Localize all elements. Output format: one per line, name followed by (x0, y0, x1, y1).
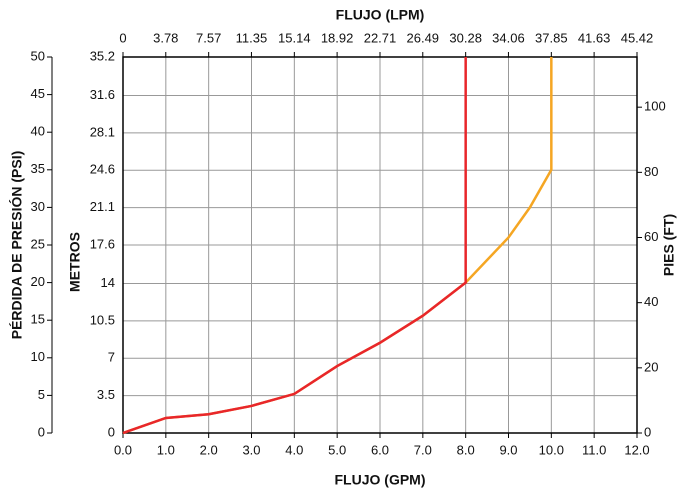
y-tick-label: 25 (31, 236, 45, 251)
y-tick-label: 30 (31, 199, 45, 214)
y3-tick-label: 3.5 (97, 387, 115, 402)
y-tick-label: 0 (38, 424, 45, 439)
x-tick-label: 11.0 (582, 442, 606, 457)
y3-axis-title: METROS (67, 232, 83, 292)
x-tick-label: 1.0 (157, 442, 175, 457)
x2-tick-label: 11.35 (236, 30, 268, 45)
y3-tick-label: 0 (108, 424, 115, 439)
y-tick-label: 45 (31, 86, 45, 101)
x2-tick-label: 3.78 (153, 30, 178, 45)
x2-tick-label: 18.92 (321, 30, 354, 45)
x-tick-label: 5.0 (328, 442, 346, 457)
y2-tick-label: 0 (644, 424, 651, 439)
x2-tick-label: 15.14 (278, 30, 311, 45)
y-tick-label: 15 (31, 312, 45, 327)
y-axis-title: PÉRDIDA DE PRESIÓN (PSI) (8, 151, 25, 340)
x-axis-title: FLUJO (GPM) (335, 472, 426, 488)
y2-tick-label: 40 (644, 294, 658, 309)
y2-tick-label: 100 (644, 99, 666, 114)
x2-tick-label: 41.63 (578, 30, 611, 45)
y3-tick-label: 28.1 (90, 124, 115, 139)
y-tick-label: 40 (31, 124, 45, 139)
x-tick-label: 12.0 (624, 442, 649, 457)
x2-tick-label: 7.57 (196, 30, 221, 45)
y3-tick-label: 7 (108, 350, 115, 365)
x-tick-label: 8.0 (457, 442, 475, 457)
plot-border (122, 56, 638, 434)
x2-tick-label: 26.49 (407, 30, 440, 45)
y2-tick-label: 80 (644, 164, 658, 179)
x2-tick-label: 22.71 (364, 30, 397, 45)
x2-axis-title: FLUJO (LPM) (336, 7, 425, 23)
x-tick-label: 7.0 (414, 442, 432, 457)
x-tick-label: 10.0 (539, 442, 564, 457)
y-tick-label: 35 (31, 161, 45, 176)
y-tick-label: 10 (31, 349, 45, 364)
x-tick-label: 0.0 (114, 442, 132, 457)
x2-tick-label: 0 (119, 30, 126, 45)
y3-tick-label: 17.6 (90, 236, 115, 251)
x2-tick-label: 30.28 (449, 30, 482, 45)
y-tick-label: 50 (31, 48, 45, 63)
y2-tick-label: 60 (644, 229, 658, 244)
x-tick-label: 2.0 (200, 442, 218, 457)
x-tick-label: 4.0 (285, 442, 303, 457)
y2-tick-label: 20 (644, 359, 658, 374)
x2-tick-label: 37.85 (535, 30, 568, 45)
x-tick-label: 6.0 (371, 442, 389, 457)
y-tick-label: 20 (31, 274, 45, 289)
y3-tick-label: 24.6 (90, 162, 115, 177)
y3-tick-label: 10.5 (90, 312, 115, 327)
x2-tick-label: 34.06 (492, 30, 525, 45)
y3-tick-label: 31.6 (90, 87, 115, 102)
x-tick-label: 9.0 (499, 442, 517, 457)
y-tick-label: 5 (38, 387, 45, 402)
x2-tick-label: 45.42 (621, 30, 654, 45)
y3-tick-label: 21.1 (90, 199, 115, 214)
line-series (122, 57, 467, 435)
x-tick-label: 3.0 (242, 442, 260, 457)
y3-tick-label: 35.2 (90, 48, 115, 63)
y3-tick-label: 14 (101, 275, 115, 290)
y2-axis-title: PIES (FT) (661, 214, 677, 276)
